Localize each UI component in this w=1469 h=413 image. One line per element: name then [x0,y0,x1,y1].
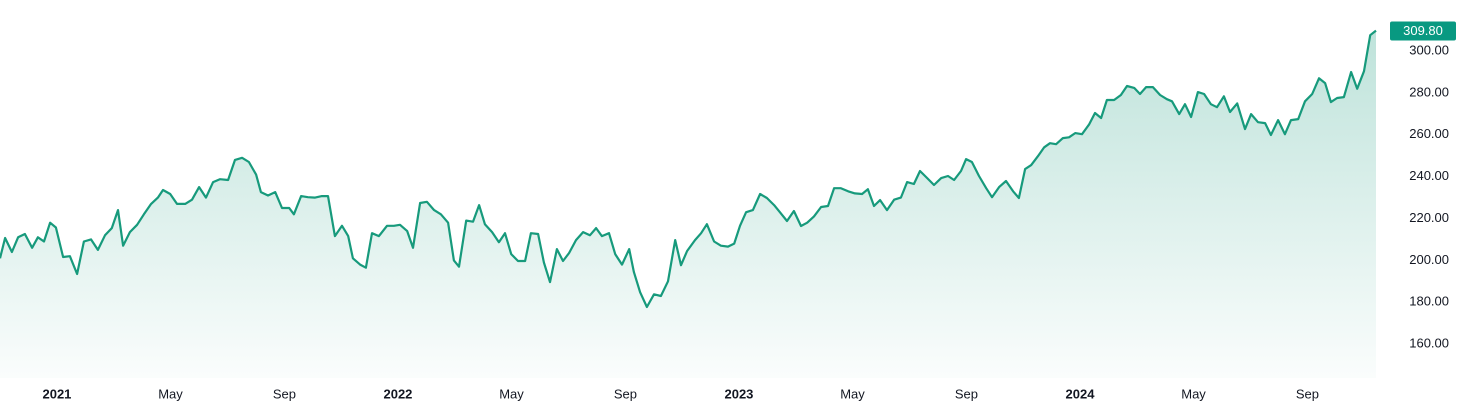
y-tick-label: 300.00 [1409,43,1449,58]
last-price-badge [1390,21,1456,41]
x-tick-label: 2023 [724,386,753,401]
x-tick-label: Sep [273,386,296,401]
y-tick-label: 200.00 [1409,252,1449,267]
x-tick-label: May [499,386,524,401]
price-line [0,29,1377,309]
y-tick-label: 180.00 [1409,294,1449,309]
x-tick-label: May [158,386,183,401]
y-tick-label: 280.00 [1409,84,1449,99]
x-tick-label: Sep [614,386,637,401]
x-tick-label: 2024 [1066,386,1096,401]
x-tick-label: May [1181,386,1206,401]
last-price-label: 309.80 [1403,23,1443,38]
y-tick-label: 240.00 [1409,168,1449,183]
y-tick-label: 160.00 [1409,336,1449,351]
y-tick-label: 260.00 [1409,126,1449,141]
x-tick-label: May [840,386,865,401]
x-tick-label: Sep [955,386,978,401]
y-tick-label: 220.00 [1409,210,1449,225]
area-fill [0,30,1376,378]
x-tick-label: 2021 [42,386,71,401]
x-tick-label: Sep [1296,386,1319,401]
x-tick-label: 2022 [383,386,412,401]
